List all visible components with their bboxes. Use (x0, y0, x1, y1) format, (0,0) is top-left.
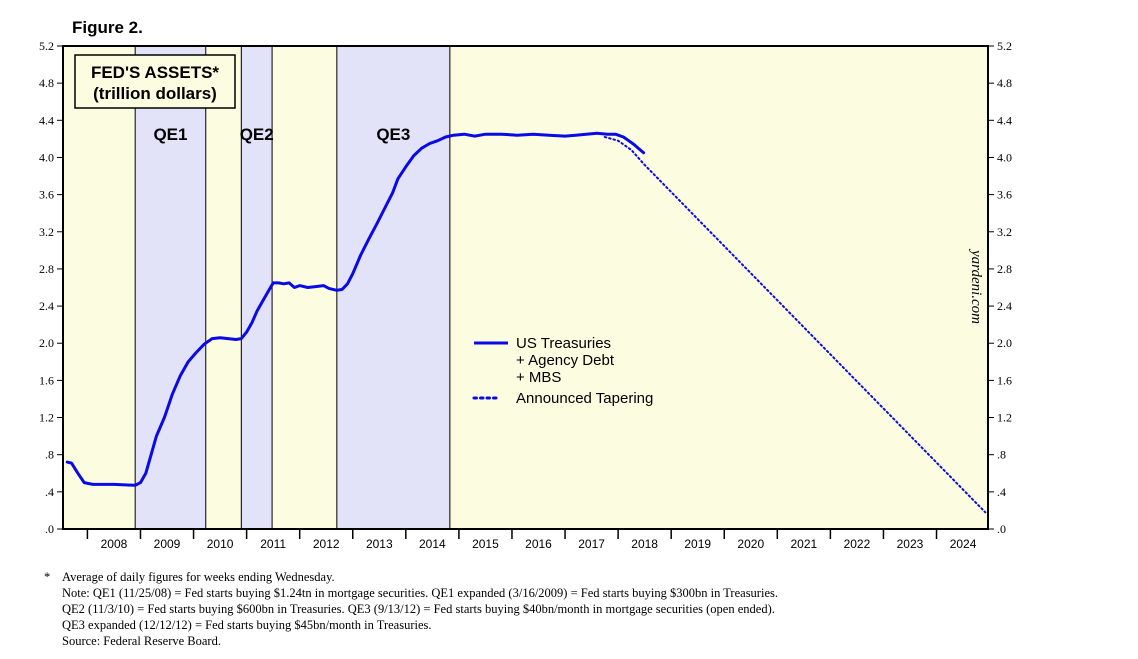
footnote-note-qe3-expanded: QE3 expanded (12/12/12) = Fed starts buy… (62, 618, 432, 632)
y-tick-label-left: 2.0 (39, 336, 54, 350)
chart: QE1 QE2 QE3 .0 .4 .8 1.2 1.6 2.0 2.4 2.8 3.2 3.6 4.0… (39, 39, 1012, 551)
x-tick-label: 2009 (154, 537, 181, 551)
x-tick-label: 2010 (207, 537, 234, 551)
qe-band (336, 46, 450, 529)
footnote-note-qe1: Note: QE1 (11/25/08) = Fed starts buying… (62, 586, 778, 600)
x-tick-label: 2015 (472, 537, 499, 551)
x-tick-label: 2014 (419, 537, 446, 551)
plot-background (63, 46, 988, 529)
qe-band (135, 46, 206, 529)
footnote-text: Average of daily figures for weeks endin… (62, 570, 335, 584)
footnotes: * Average of daily figures for weeks endi… (44, 569, 778, 649)
x-tick-label: 2024 (950, 537, 977, 551)
figure-label: Figure 2. (72, 18, 143, 37)
y-tick-label-right: 2.0 (997, 336, 1012, 350)
x-tick-label: 2022 (844, 537, 871, 551)
qe-labels: QE1 QE2 QE3 (153, 125, 410, 144)
chart-title: FED'S ASSETS* (91, 63, 219, 82)
y-tick-label-left: 2.4 (39, 299, 54, 313)
assets-line (65, 131, 646, 487)
x-tick-label: 2012 (313, 537, 340, 551)
qe-band (241, 46, 273, 529)
qe-label: QE2 (240, 125, 274, 144)
qe-label: QE1 (153, 125, 187, 144)
y-tick-label-left: .4 (45, 485, 54, 499)
y-tick-label-right: .4 (997, 485, 1006, 499)
x-tick-label: 2020 (737, 537, 764, 551)
qe-label: QE3 (376, 125, 410, 144)
x-axis: 2008 2009 2010 2011 2012 2013 2014 2015 2016 2017… (86, 529, 977, 551)
y-tick-label-right: 1.2 (997, 411, 1012, 425)
legend: US Treasuries + Agency Debt + MBS Announ… (472, 335, 653, 407)
x-tick-label: 2016 (525, 537, 552, 551)
legend-label-mbs: + MBS (516, 369, 561, 386)
y-tick-label-left: 5.2 (39, 39, 54, 53)
x-tick-label: 2008 (101, 537, 128, 551)
y-tick-label-right: .0 (997, 522, 1006, 536)
series-layer (65, 131, 987, 514)
title-box: FED'S ASSETS* (trillion dollars) (74, 54, 236, 109)
chart-subtitle: (trillion dollars) (93, 84, 217, 103)
legend-label-tapering: Announced Tapering (516, 390, 653, 407)
y-tick-label-right: 5.2 (997, 39, 1012, 53)
title-box-frame (74, 54, 236, 109)
y-axis-right: .0 .4 .8 1.2 1.6 2.0 2.4 2.8 3.2 3.6 4.0 4.4 4.8 5.2 (988, 39, 1012, 536)
footnote-source: Source: Federal Reserve Board. (62, 634, 221, 648)
x-tick-label: 2011 (260, 537, 286, 551)
y-tick-label-right: 2.4 (997, 299, 1012, 313)
y-tick-label-right: 3.6 (997, 188, 1012, 202)
y-tick-label-right: 2.8 (997, 262, 1012, 276)
legend-label-treasuries: US Treasuries (516, 335, 611, 352)
x-tick-label: 2021 (790, 537, 817, 551)
y-tick-label-left: .0 (45, 522, 54, 536)
x-tick-label: 2018 (631, 537, 658, 551)
y-tick-label-left: 4.8 (39, 76, 54, 90)
y-tick-label-left: 3.6 (39, 188, 54, 202)
y-tick-label-right: 4.8 (997, 76, 1012, 90)
y-tick-label-right: 3.2 (997, 225, 1012, 239)
footnote-note-qe2-qe3: QE2 (11/3/10) = Fed starts buying $600bn… (62, 602, 775, 616)
y-tick-label-left: 1.6 (39, 373, 54, 387)
x-tick-label: 2019 (684, 537, 711, 551)
y-tick-label-right: 4.4 (997, 113, 1012, 127)
y-tick-label-right: .8 (997, 448, 1006, 462)
footnote-marker: * (44, 570, 51, 584)
footnote-asterisk: * Average of daily figures for weeks endi… (44, 569, 778, 585)
y-tick-label-left: 1.2 (39, 411, 54, 425)
tapering-line (603, 136, 987, 514)
x-tick-label: 2017 (578, 537, 605, 551)
y-tick-label-left: 4.0 (39, 150, 54, 164)
qe-bands (134, 46, 451, 529)
x-tick-label: 2023 (897, 537, 924, 551)
y-tick-label-left: .8 (45, 448, 54, 462)
plot-frame (62, 45, 989, 530)
y-tick-label-left: 3.2 (39, 225, 54, 239)
legend-label-agency: + Agency Debt (516, 352, 615, 369)
y-axis-left: .0 .4 .8 1.2 1.6 2.0 2.4 2.8 3.2 3.6 4.0 4.4 4.8 5.2 (39, 39, 63, 536)
y-tick-label-right: 4.0 (997, 150, 1012, 164)
watermark: yardeni.com (968, 248, 984, 324)
x-tick-label: 2013 (366, 537, 393, 551)
y-tick-label-left: 4.4 (39, 113, 54, 127)
y-tick-label-left: 2.8 (39, 262, 54, 276)
y-tick-label-right: 1.6 (997, 373, 1012, 387)
